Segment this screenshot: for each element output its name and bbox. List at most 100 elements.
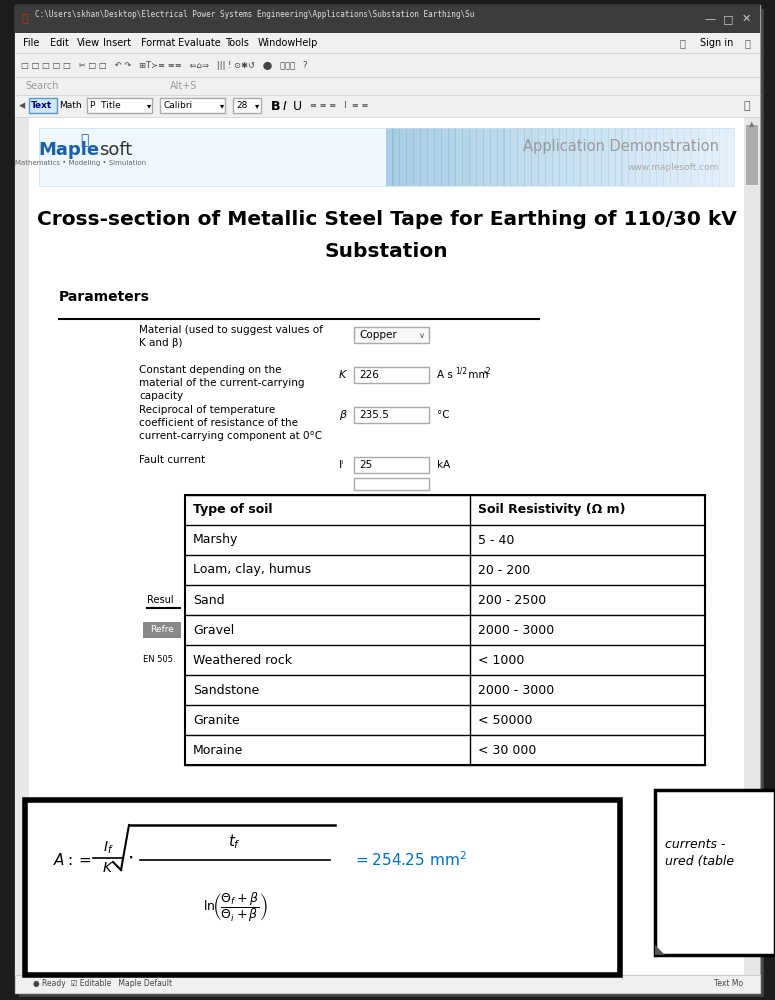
Text: Mathematics • Modeling • Simulation: Mathematics • Modeling • Simulation (16, 160, 146, 166)
Bar (691, 128, 699, 186)
Bar (434, 128, 442, 186)
Bar (354, 407, 429, 423)
Text: Tools: Tools (226, 38, 250, 48)
Bar (587, 128, 595, 186)
Text: Reciprocal of temperature: Reciprocal of temperature (139, 405, 275, 415)
Text: 👤: 👤 (745, 38, 751, 48)
Text: ured (table: ured (table (665, 856, 734, 868)
Text: Evaluate: Evaluate (177, 38, 221, 48)
Text: Cross-section of Metallic Steel Tape for Earthing of 110/30 kV: Cross-section of Metallic Steel Tape for… (36, 210, 736, 229)
Bar (354, 327, 429, 343)
Text: File: File (23, 38, 40, 48)
Bar (406, 128, 414, 186)
Text: < 30 000: < 30 000 (478, 744, 536, 756)
Text: < 50000: < 50000 (478, 714, 532, 726)
Text: Text Mo: Text Mo (714, 980, 743, 988)
Text: K and β): K and β) (139, 338, 182, 348)
Text: ▾: ▾ (220, 102, 224, 110)
Bar (25, 800, 620, 975)
Text: Format: Format (140, 38, 175, 48)
Text: ∨: ∨ (419, 330, 425, 340)
Bar (746, 125, 758, 185)
Text: material of the current-carrying: material of the current-carrying (139, 378, 305, 388)
Text: 1/2: 1/2 (455, 366, 467, 375)
Bar (15, 5, 760, 33)
Text: capacity: capacity (139, 391, 183, 401)
Bar (15, 33, 760, 53)
Bar (15, 53, 760, 77)
Text: $\mathrm{ln}\!\left(\dfrac{\Theta_f+\beta}{\Theta_i+\beta}\right)$: $\mathrm{ln}\!\left(\dfrac{\Theta_f+\bet… (203, 890, 267, 924)
Bar (566, 128, 574, 186)
Bar (413, 128, 421, 186)
Bar (386, 128, 394, 186)
Text: Marshy: Marshy (193, 534, 239, 546)
Text: Iⁱ: Iⁱ (339, 460, 344, 470)
Bar (510, 128, 518, 186)
Bar (29, 117, 744, 975)
Bar (531, 128, 539, 186)
Text: K: K (339, 370, 346, 380)
Text: 🔔: 🔔 (680, 38, 686, 48)
Text: 5 - 40: 5 - 40 (478, 534, 515, 546)
Text: 🍁: 🍁 (21, 14, 28, 24)
Text: $K$: $K$ (102, 861, 114, 875)
Bar (608, 128, 616, 186)
Bar (726, 128, 734, 186)
Text: Sign in: Sign in (700, 38, 733, 48)
Text: 226: 226 (359, 370, 379, 380)
Text: www.maplesoft.com: www.maplesoft.com (628, 163, 719, 172)
Bar (670, 128, 678, 186)
Bar (392, 128, 400, 186)
Text: coefficient of resistance of the: coefficient of resistance of the (139, 418, 298, 428)
Text: ▾: ▾ (255, 102, 260, 110)
Bar (469, 128, 477, 186)
Bar (594, 128, 602, 186)
Bar (483, 128, 491, 186)
Text: 235.5: 235.5 (359, 410, 389, 420)
Text: 《: 《 (744, 101, 751, 111)
Text: 🐦: 🐦 (80, 133, 88, 147)
Bar (642, 128, 650, 186)
Polygon shape (655, 945, 665, 955)
Text: $= 254.25\ \mathrm{mm}^2$: $= 254.25\ \mathrm{mm}^2$ (353, 851, 467, 869)
Bar (655, 790, 775, 955)
Text: Calibri: Calibri (163, 102, 192, 110)
Bar (160, 98, 225, 113)
Bar (649, 128, 657, 186)
Text: Application Demonstration: Application Demonstration (523, 138, 719, 153)
Text: $I_f$: $I_f$ (102, 840, 113, 856)
Bar (354, 457, 429, 473)
Bar (490, 128, 498, 186)
Bar (559, 128, 567, 186)
Text: Search: Search (25, 81, 58, 91)
Bar (455, 128, 463, 186)
Text: soft: soft (99, 141, 133, 159)
Text: Sand: Sand (193, 593, 225, 606)
Text: EN 505.: EN 505. (143, 656, 176, 664)
Text: Resul: Resul (147, 595, 174, 605)
Bar (399, 128, 407, 186)
Text: mm: mm (465, 370, 488, 380)
Text: Loam, clay, humus: Loam, clay, humus (193, 564, 311, 576)
Bar (545, 128, 553, 186)
Text: ✕: ✕ (742, 14, 751, 24)
Text: Refre: Refre (150, 626, 174, 635)
Bar (87, 98, 152, 113)
Text: Alt+S: Alt+S (170, 81, 198, 91)
Text: kA: kA (437, 460, 450, 470)
Bar (503, 128, 511, 186)
Bar (615, 128, 623, 186)
Text: P  Title: P Title (90, 102, 121, 110)
Bar (448, 128, 456, 186)
Bar (517, 128, 525, 186)
Text: ≡ ≡ ≡   I  ≡ ≡: ≡ ≡ ≡ I ≡ ≡ (310, 102, 368, 110)
Bar (580, 128, 588, 186)
Bar (462, 128, 470, 186)
Text: Constant depending on the: Constant depending on the (139, 365, 281, 375)
Text: Help: Help (294, 38, 317, 48)
Bar (354, 478, 429, 490)
Text: current-carrying component at 0°C: current-carrying component at 0°C (139, 431, 322, 441)
Bar (684, 128, 692, 186)
Bar (524, 128, 532, 186)
Text: < 1000: < 1000 (478, 654, 525, 666)
